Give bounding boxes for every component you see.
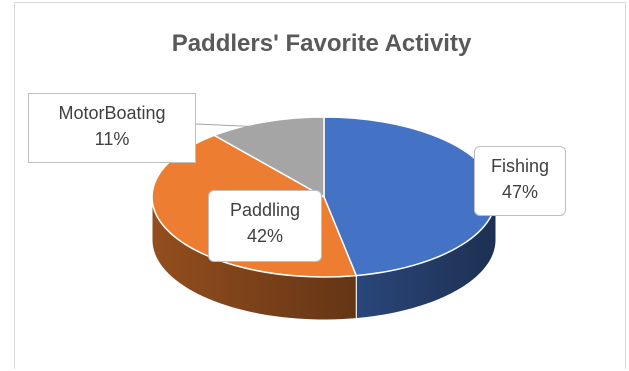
data-label-motorboating-value: 11% (94, 129, 130, 149)
data-label-paddling-value: 42% (246, 226, 284, 246)
chart-title: Paddlers' Favorite Activity (171, 30, 472, 57)
data-label-fishing: Fishing 47% (474, 146, 566, 216)
data-label-motorboating-name: MotorBoating (58, 103, 166, 123)
leader-line-motorboating (195, 123, 289, 129)
pie-slice-motorboating (212, 116, 325, 199)
data-label-fishing-value: 47% (501, 182, 539, 202)
data-label-motorboating: MotorBoating 11% (28, 93, 196, 163)
data-label-paddling: Paddling 42% (208, 190, 322, 262)
data-label-fishing-name: Fishing (490, 156, 550, 176)
data-label-paddling-name: Paddling (229, 200, 301, 220)
